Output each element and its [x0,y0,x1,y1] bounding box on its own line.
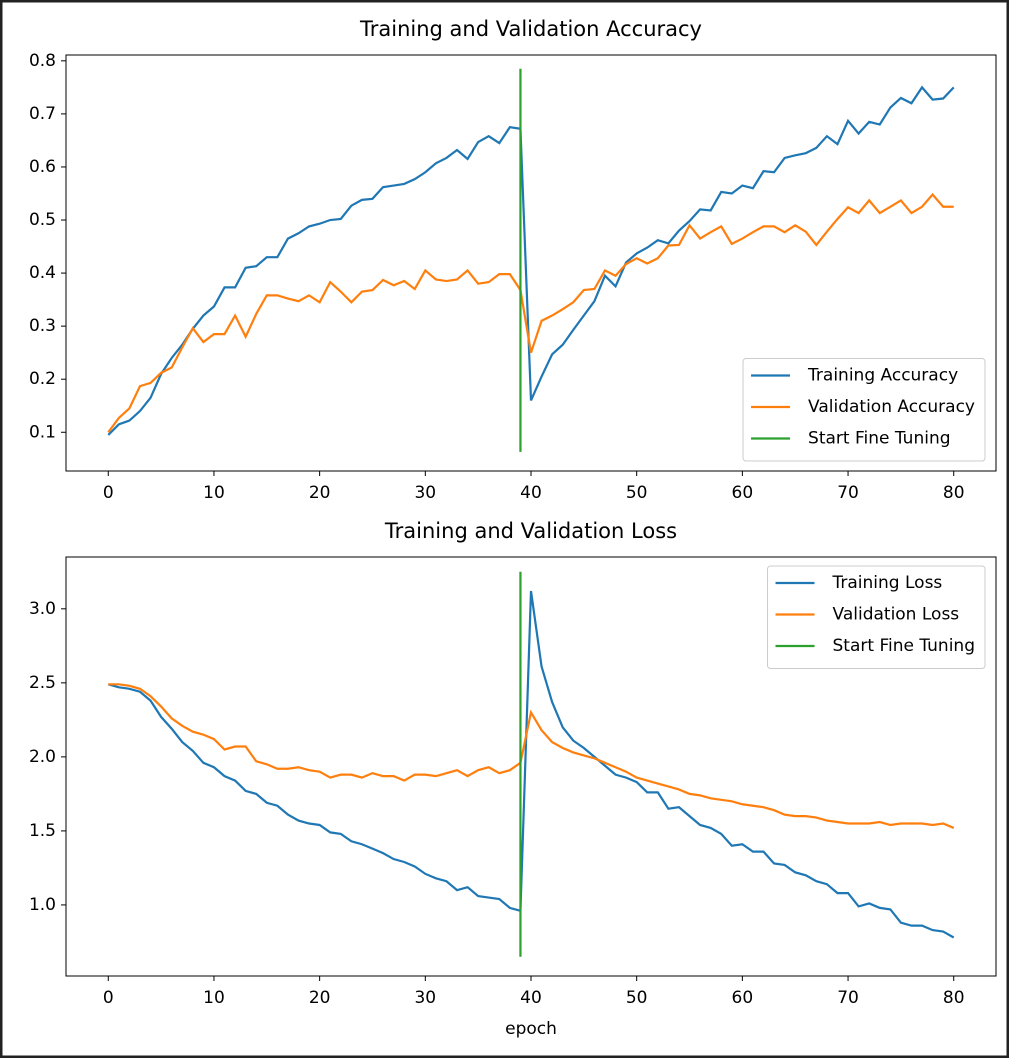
chart-title: Training and Validation Loss [384,519,677,543]
x-tick-label: 10 [203,483,225,503]
legend-label: Training Loss [832,573,943,593]
x-tick-label: 60 [732,483,754,503]
y-tick-label: 0.2 [29,369,56,389]
y-tick-label: 1.0 [29,895,56,915]
legend-label: Validation Loss [833,605,960,625]
x-tick-label: 20 [309,988,331,1008]
series-line [108,683,955,829]
x-tick-label: 70 [837,483,859,503]
x-tick-label: 20 [309,483,331,503]
x-tick-label: 60 [732,988,754,1008]
x-tick-label: 50 [626,988,648,1008]
x-axis-label: epoch [505,1019,557,1039]
legend [742,358,986,462]
x-tick-label: 30 [414,988,436,1008]
y-tick-label: 1.5 [29,821,56,841]
y-tick-label: 3.0 [29,599,56,619]
x-tick-label: 70 [837,988,859,1008]
y-tick-label: 0.7 [29,104,56,124]
x-tick-label: 40 [520,988,542,1008]
axes-frame [65,556,997,977]
y-tick-label: 0.4 [29,263,56,283]
series-line [107,192,954,433]
y-tick-label: 2.5 [29,673,56,693]
y-tick-label: 2.0 [29,747,56,767]
y-tick-label: 0.5 [29,210,56,230]
x-tick-label: 0 [103,988,114,1008]
series-line [107,85,955,436]
chart-title: Training and Validation Accuracy [359,17,702,41]
x-tick-label: 80 [943,483,965,503]
legend-label: Training Accuracy [807,366,958,386]
x-tick-label: 0 [103,483,114,503]
legend-label: Validation Accuracy [808,397,975,417]
y-tick-label: 0.6 [29,157,56,177]
legend [767,565,986,669]
x-tick-label: 30 [414,483,436,503]
series-line [107,590,955,939]
y-tick-label: 0.8 [29,51,56,71]
x-tick-label: 10 [203,988,225,1008]
axes-frame [65,54,997,472]
legend-label: Start Fine Tuning [808,429,950,449]
y-tick-label: 0.3 [29,316,56,336]
y-tick-label: 0.1 [29,422,56,442]
x-tick-label: 40 [520,483,542,503]
legend-label: Start Fine Tuning [833,636,975,656]
x-tick-label: 50 [626,483,648,503]
x-tick-label: 80 [943,988,965,1008]
